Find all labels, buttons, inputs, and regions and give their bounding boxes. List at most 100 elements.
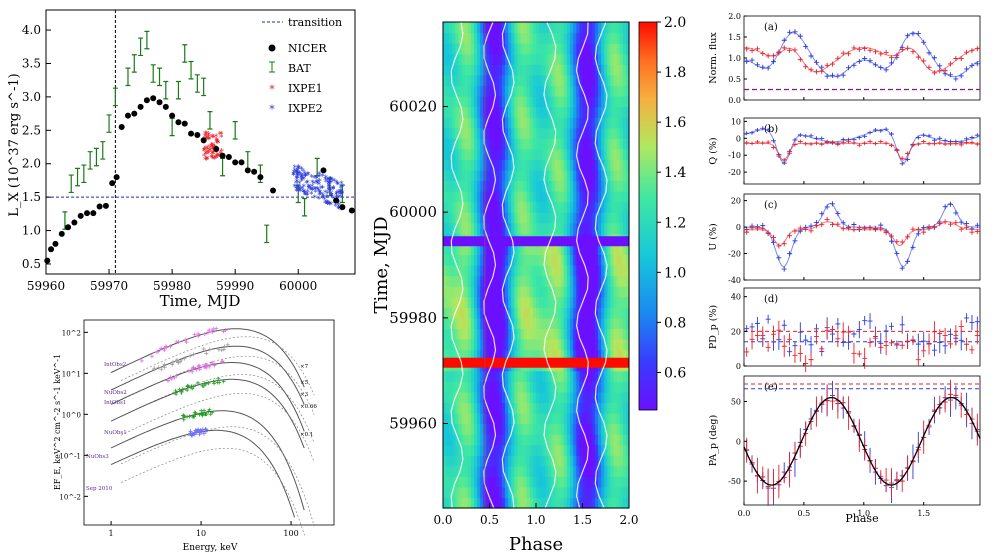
nicer-point <box>131 111 137 117</box>
ixpe2-data-point <box>792 138 797 142</box>
y-axis-label: L_X (10^37 erg s^-1) <box>7 73 22 216</box>
ixpe2-point: * <box>331 185 335 194</box>
ixpe1-data-point <box>884 336 889 355</box>
ixpe1-data-point <box>851 141 856 145</box>
spectrum-data-point <box>208 347 212 351</box>
ixpe2-data-point <box>809 336 814 353</box>
colorbar-tick-label: 1.4 <box>664 165 686 181</box>
ixpe1-data-point <box>846 326 851 339</box>
ixpe1-data-point <box>744 347 749 357</box>
x-tick-label: 1.5 <box>573 513 592 527</box>
scale-factor-label: ×7 <box>300 364 309 370</box>
bat-point <box>69 175 74 192</box>
y-tick-label: 1.0 <box>728 54 741 63</box>
y-tick-label: 0 <box>736 134 741 143</box>
bat-point <box>75 168 80 185</box>
ixpe2-point: * <box>338 193 342 202</box>
y-tick-label: -20 <box>728 168 741 177</box>
legend-ixpe1-swatch: * <box>269 83 275 96</box>
ixpe1-data-point <box>750 141 755 145</box>
x-tick-label: 0.5 <box>798 509 811 518</box>
bat-point <box>182 45 187 62</box>
scale-factor-label: ×5 <box>300 380 309 386</box>
ixpe1-data-point <box>760 467 765 488</box>
ixpe2-data-point <box>803 335 808 346</box>
y-tick-label: 0.5 <box>728 75 741 84</box>
ixpe2-data-point <box>868 313 873 329</box>
ixpe2-data-point <box>857 59 862 64</box>
y-tick-label: 1.0 <box>22 224 41 238</box>
ixpe1-data-point <box>921 344 926 357</box>
ixpe2-data-point <box>916 31 921 36</box>
subplot-ylabel: U (%) <box>708 223 719 250</box>
ixpe1-data-point <box>862 141 867 145</box>
ixpe1-data-point <box>744 141 749 145</box>
y-tick-label: 3.5 <box>22 56 41 70</box>
legend-bat-swatch <box>269 62 275 72</box>
ixpe1-data-point <box>766 343 771 352</box>
bat-point <box>264 225 269 242</box>
ixpe1-data-point <box>744 230 749 235</box>
ixpe1-data-point <box>830 394 835 407</box>
ixpe1-data-point <box>948 339 953 348</box>
ixpe1-data-point <box>910 336 915 346</box>
ixpe1-data-point <box>937 141 942 145</box>
model-curve <box>111 430 295 517</box>
ixpe1-data-point <box>819 142 824 146</box>
ixpe1-point: * <box>212 134 216 143</box>
ixpe1-data-point <box>884 141 889 145</box>
nicer-point <box>84 210 90 216</box>
ixpe1-data-point <box>760 51 765 56</box>
ixpe2-data-point <box>948 202 953 207</box>
ixpe1-data-point <box>969 409 974 430</box>
ixpe1-data-point <box>766 469 771 505</box>
legend-label-nicer: NICER <box>288 42 327 55</box>
ixpe1-data-point <box>851 227 856 232</box>
x-tick-label: 59970 <box>90 279 128 293</box>
ixpe2-point: * <box>323 196 327 205</box>
ixpe2-data-point <box>825 74 830 79</box>
y-tick-label: 1.5 <box>728 33 741 42</box>
y-tick-label: 60000 <box>389 203 437 221</box>
ixpe1-data-point <box>798 434 803 458</box>
nicer-point <box>188 131 194 137</box>
ixpe2-data-point <box>905 259 910 264</box>
nicer-point <box>44 258 50 264</box>
ixpe2-data-point <box>910 31 915 36</box>
ixpe2-data-point <box>782 320 787 331</box>
ixpe2-data-point <box>964 66 969 71</box>
y-tick-label: 10^1 <box>62 370 81 378</box>
y-tick-label: 59960 <box>389 414 437 432</box>
y-tick-label: 2.5 <box>22 123 41 137</box>
ixpe1-data-point <box>841 226 846 231</box>
bat-point <box>189 61 194 78</box>
subplot-ylabel: Q (%) <box>708 137 719 164</box>
subplot-letter: (d) <box>764 294 778 305</box>
rvm-model-curve <box>744 398 980 486</box>
ixpe2-data-point <box>792 238 797 243</box>
ixpe1-data-point <box>953 220 958 225</box>
bat-point <box>125 68 130 85</box>
model-curve <box>111 329 304 387</box>
ixpe1-data-point <box>927 334 932 355</box>
ixpe1-data-point <box>894 472 899 488</box>
ixpe1-data-point <box>862 46 867 51</box>
ixpe2-data-point <box>969 315 974 330</box>
y-tick-label: -40 <box>728 276 741 285</box>
ixpe1-data-point <box>964 338 969 351</box>
ixpe1-data-point <box>927 142 932 146</box>
x-tick-label: 60000 <box>279 279 317 293</box>
ixpe1-data-point <box>959 56 964 61</box>
nicer-point <box>119 124 125 130</box>
bat-point <box>157 68 162 85</box>
y-axis-label: Time, MJD <box>371 216 392 313</box>
bat-point <box>201 78 206 95</box>
ixpe1-point: * <box>213 154 217 163</box>
bat-point <box>176 82 181 99</box>
ixpe1-data-point <box>969 141 974 145</box>
ixpe1-data-point <box>905 46 910 51</box>
model-curve-ixpe1 <box>744 143 980 160</box>
ixpe1-point: * <box>206 134 210 143</box>
ixpe2-data-point <box>959 330 964 350</box>
ixpe1-data-point <box>943 219 948 224</box>
